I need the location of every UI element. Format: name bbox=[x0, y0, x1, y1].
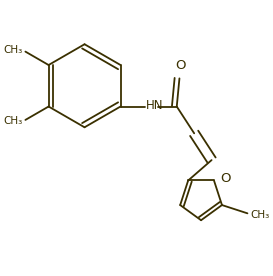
Text: CH₃: CH₃ bbox=[3, 116, 22, 126]
Text: HN: HN bbox=[146, 99, 164, 112]
Text: CH₃: CH₃ bbox=[250, 210, 269, 220]
Text: O: O bbox=[220, 172, 230, 185]
Text: CH₃: CH₃ bbox=[3, 45, 22, 55]
Text: O: O bbox=[176, 59, 186, 72]
